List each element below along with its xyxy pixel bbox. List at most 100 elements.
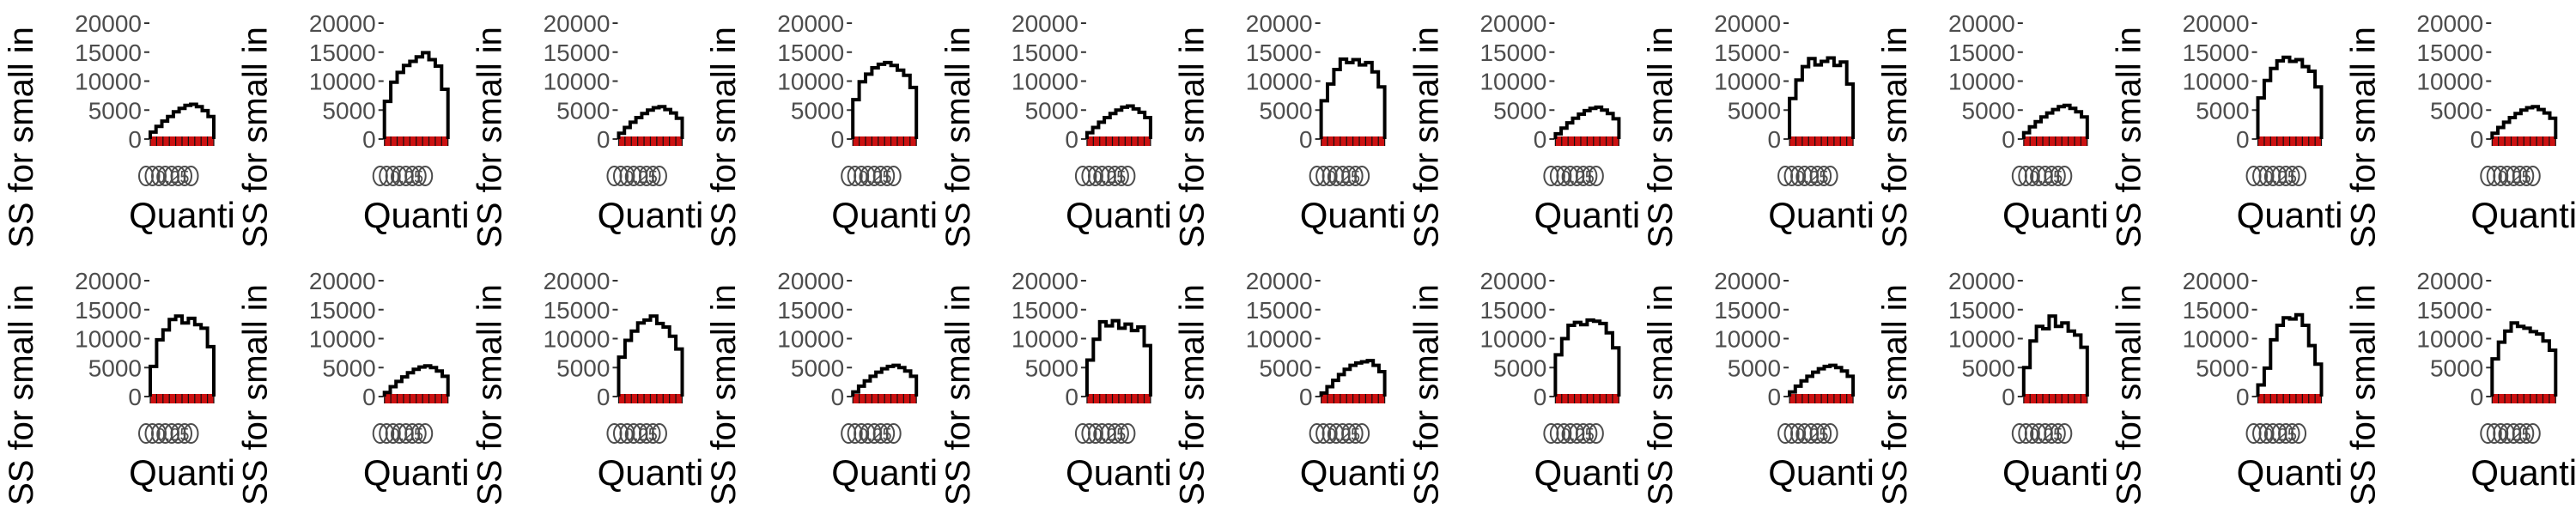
x-tick-label — [645, 423, 661, 444]
y-tick-label: 20000 — [75, 268, 142, 294]
series-line — [851, 60, 919, 139]
y-tick-label: 20000 — [1948, 268, 2015, 294]
series-line — [617, 314, 684, 397]
series-line — [617, 105, 684, 139]
x-tick-label-text: 0.25 — [1327, 426, 1360, 445]
x-axis-title: Quanti — [1066, 452, 1172, 493]
x-tick-label-text: 0.25 — [2498, 168, 2531, 187]
x-tick-label — [1582, 166, 1598, 186]
x-tick-label — [1822, 423, 1838, 444]
x-axis-title: Quanti — [2470, 195, 2576, 235]
y-tick-label: 10000 — [544, 69, 611, 95]
x-tick-label — [2284, 166, 2300, 186]
y-tick-label: 15000 — [777, 297, 844, 324]
y-tick-label: 15000 — [2416, 39, 2483, 66]
x-tick-label-text: 0.25 — [2263, 426, 2297, 445]
y-tick-label: 10000 — [1479, 69, 1546, 95]
y-tick-label: 20000 — [777, 268, 844, 294]
x-axis-title: Quanti — [598, 195, 704, 235]
y-tick-label: 20000 — [1714, 10, 1781, 37]
y-tick-label: 5000 — [791, 97, 844, 124]
y-tick-label: 5000 — [1259, 97, 1312, 124]
y-axis-title: SS for small in — [471, 27, 508, 248]
series-line — [851, 363, 919, 397]
y-axis-title: SS for small in — [237, 27, 275, 248]
x-tick-label — [2284, 423, 2300, 444]
y-tick-label: 5000 — [1025, 97, 1078, 124]
x-tick-label-text: 0.25 — [1795, 426, 1829, 445]
y-tick-label: 5000 — [1962, 97, 2015, 124]
y-tick-label: 10000 — [2183, 69, 2250, 95]
series-line — [382, 364, 450, 397]
x-axis-title: Quanti — [1768, 452, 1874, 493]
x-tick-label — [1120, 423, 1136, 444]
x-tick-label-text: 0.25 — [1092, 168, 1126, 187]
y-axis-title: SS for small in — [1642, 27, 1680, 248]
y-tick-label: 0 — [1534, 384, 1547, 410]
x-tick-label — [1113, 166, 1129, 186]
y-tick-label: 5000 — [1259, 354, 1312, 381]
series-line — [1084, 104, 1152, 139]
y-tick-label: 10000 — [1012, 326, 1078, 353]
y-tick-label: 0 — [2236, 384, 2250, 410]
y-tick-label: 5000 — [322, 354, 375, 381]
y-tick-label: 5000 — [791, 354, 844, 381]
x-tick-label — [2050, 166, 2066, 186]
y-tick-label: 15000 — [544, 39, 611, 66]
series-line — [2490, 105, 2558, 139]
x-tick-label — [1816, 166, 1832, 186]
y-tick-label: 15000 — [2416, 297, 2483, 324]
y-axis-title: SS for small in — [1407, 27, 1445, 248]
y-tick-label: 10000 — [2416, 69, 2483, 95]
y-tick-label: 0 — [1299, 126, 1313, 153]
x-tick-label — [1822, 166, 1838, 186]
x-tick-label-text: 0.25 — [1795, 168, 1829, 187]
y-tick-label: 20000 — [309, 268, 376, 294]
x-tick-label — [2524, 423, 2541, 444]
y-tick-label: 0 — [831, 384, 845, 410]
x-axis-title: Quanti — [129, 452, 235, 493]
y-tick-label: 15000 — [1948, 297, 2015, 324]
y-tick-label: 10000 — [1714, 69, 1781, 95]
y-tick-label: 0 — [1768, 384, 1782, 410]
x-tick-label-text: 0.25 — [859, 168, 892, 187]
x-tick-label — [2057, 423, 2073, 444]
x-tick-label — [2518, 423, 2535, 444]
y-tick-label: 0 — [2236, 126, 2250, 153]
y-tick-label: 15000 — [544, 297, 611, 324]
y-axis-title: SS for small in — [3, 284, 40, 506]
y-tick-label: 0 — [362, 126, 376, 153]
y-tick-label: 0 — [128, 126, 142, 153]
y-tick-label: 20000 — [2416, 268, 2483, 294]
y-tick-label: 0 — [2002, 384, 2015, 410]
x-tick-label-text: 0.25 — [156, 426, 190, 445]
y-tick-label: 20000 — [1479, 10, 1546, 37]
y-tick-label: 20000 — [1246, 10, 1313, 37]
y-axis-title: SS for small in — [1407, 284, 1445, 506]
x-axis-title: Quanti — [1534, 452, 1640, 493]
y-tick-label: 0 — [1534, 126, 1547, 153]
y-tick-label: 5000 — [88, 97, 142, 124]
y-tick-label: 10000 — [1246, 326, 1313, 353]
y-tick-label: 10000 — [75, 69, 142, 95]
y-axis-title: SS for small in — [705, 284, 743, 506]
y-tick-label: 20000 — [544, 10, 611, 37]
x-tick-label — [183, 423, 199, 444]
x-tick-label-text: 0.25 — [2498, 426, 2531, 445]
x-tick-label — [1347, 166, 1364, 186]
y-tick-label: 0 — [1065, 384, 1078, 410]
x-axis-title: Quanti — [2002, 452, 2109, 493]
x-tick-label — [1120, 166, 1136, 186]
y-tick-label: 10000 — [777, 326, 844, 353]
x-axis-title: Quanti — [1300, 195, 1406, 235]
y-tick-label: 15000 — [75, 39, 142, 66]
